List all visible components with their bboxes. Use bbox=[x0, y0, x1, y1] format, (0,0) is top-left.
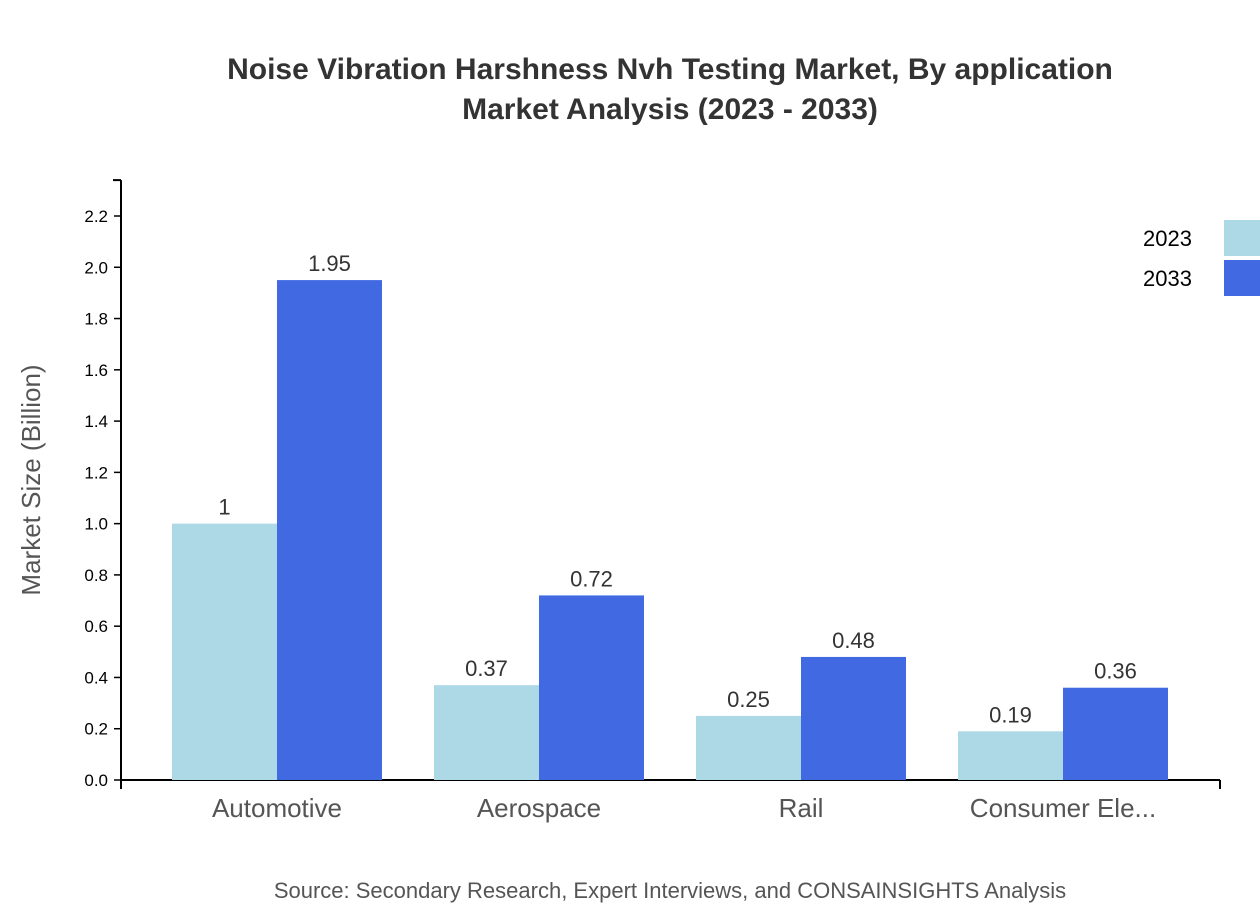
bar-2023-consumerele bbox=[958, 731, 1063, 780]
bar-data-label: 0.25 bbox=[727, 687, 770, 712]
y-tick-label: 1.0 bbox=[84, 515, 108, 534]
y-tick-label: 0.0 bbox=[84, 771, 108, 790]
bar-data-label: 0.48 bbox=[832, 628, 875, 653]
legend-swatch-2023 bbox=[1224, 220, 1260, 256]
bar-data-label: 0.36 bbox=[1094, 659, 1137, 684]
bar-data-label: 1 bbox=[218, 495, 230, 520]
bar-2033-aerospace bbox=[539, 595, 644, 780]
bar-2033-automotive bbox=[277, 280, 382, 780]
y-axis-title: Market Size (Billion) bbox=[16, 364, 46, 595]
y-tick-label: 0.2 bbox=[84, 720, 108, 739]
x-tick-label: Rail bbox=[779, 793, 824, 823]
bar-2033-consumerele bbox=[1063, 687, 1168, 780]
x-tick-label: Aerospace bbox=[477, 793, 601, 823]
source-note: Source: Secondary Research, Expert Inter… bbox=[273, 878, 1067, 903]
bar-2023-rail bbox=[696, 715, 801, 780]
legend-label: 2023 bbox=[1143, 226, 1192, 251]
bar-data-label: 1.95 bbox=[308, 251, 351, 276]
legend-swatch-2033 bbox=[1224, 260, 1260, 296]
y-tick-label: 0.4 bbox=[84, 668, 108, 687]
bar-2023-aerospace bbox=[434, 685, 539, 780]
bar-data-label: 0.37 bbox=[465, 656, 508, 681]
y-tick-label: 1.8 bbox=[84, 310, 108, 329]
bar-2033-rail bbox=[801, 656, 906, 780]
y-tick-label: 0.8 bbox=[84, 566, 108, 585]
y-tick-label: 1.4 bbox=[84, 412, 108, 431]
chart-title-line1: Noise Vibration Harshness Nvh Testing Ma… bbox=[227, 53, 1113, 86]
y-tick-label: 0.6 bbox=[84, 617, 108, 636]
y-tick-label: 1.6 bbox=[84, 361, 108, 380]
y-tick-label: 2.2 bbox=[84, 207, 108, 226]
chart-title: Noise Vibration Harshness Nvh Testing Ma… bbox=[0, 50, 1260, 130]
x-tick-label: Automotive bbox=[212, 793, 342, 823]
legend-label: 2033 bbox=[1143, 266, 1192, 291]
y-tick-label: 2.0 bbox=[84, 258, 108, 277]
chart-title-line2: Market Analysis (2023 - 2033) bbox=[462, 93, 878, 126]
bar-data-label: 0.19 bbox=[989, 702, 1032, 727]
bar-data-label: 0.72 bbox=[570, 566, 613, 591]
bar-2023-automotive bbox=[172, 523, 277, 780]
x-tick-label: Consumer Ele... bbox=[970, 793, 1156, 823]
y-tick-label: 1.2 bbox=[84, 463, 108, 482]
